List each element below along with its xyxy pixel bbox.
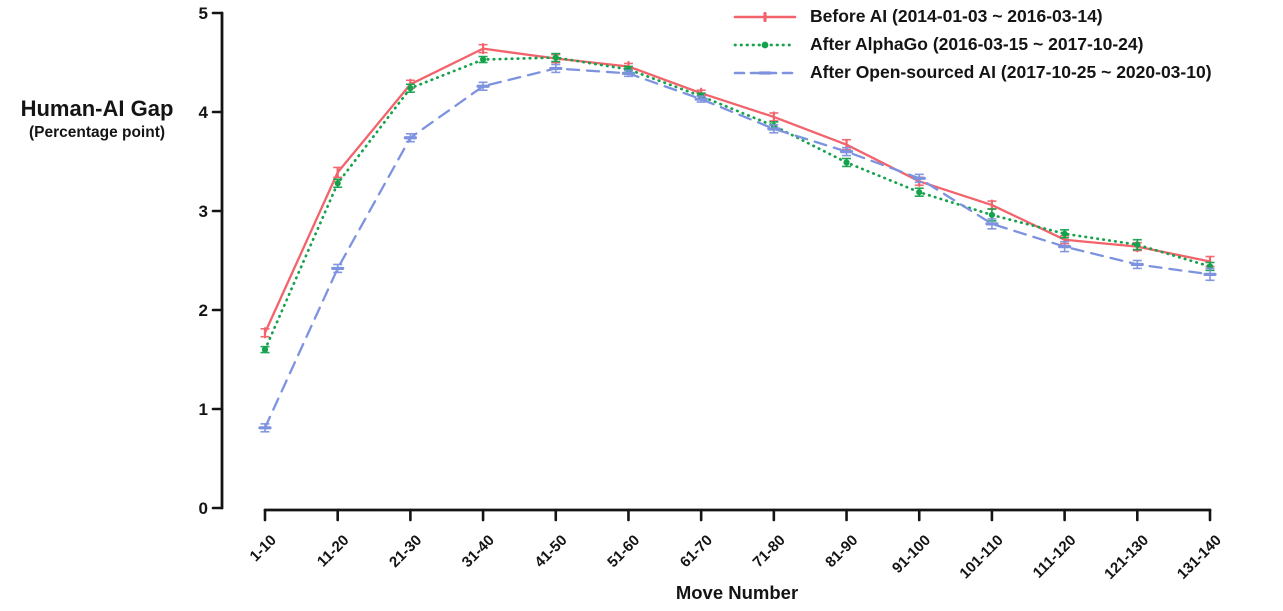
legend-item-before-ai: Before AI (2014-01-03 ~ 2016-03-14) [733,5,1212,28]
x-tick-label: 1-10 [247,532,280,565]
y-tick-label: 3 [199,202,208,221]
legend-label-after-alphago: After AlphaGo (2016-03-15 ~ 2017-10-24) [810,34,1144,54]
legend-label-before-ai: Before AI (2014-01-03 ~ 2016-03-14) [810,6,1103,26]
y-tick-label: 5 [199,4,208,23]
y-tick-label: 4 [199,103,209,122]
legend-item-after-opensourced: After Open-sourced AI (2017-10-25 ~ 2020… [733,61,1212,84]
data-point [334,180,341,187]
x-tick-label: 31-40 [459,532,498,571]
x-tick-label: 131-140 [1174,532,1225,583]
y-tick-label: 1 [199,400,208,419]
x-tick-label: 81-90 [822,532,861,571]
legend-label-after-opensourced: After Open-sourced AI (2017-10-25 ~ 2020… [810,62,1212,82]
x-tick-label: 51-60 [604,532,643,571]
x-tick-label: 121-130 [1101,532,1152,583]
x-tick-label: 91-100 [889,532,934,577]
x-axis-title: Move Number [675,582,799,603]
data-point [407,85,414,92]
y-axis-title-sub: (Percentage point) [28,123,166,141]
x-tick-label: 111-120 [1030,532,1080,582]
series-1 [260,52,1215,354]
x-axis: 1-10 11-20 21-30 31-40 41-50 51-60 61-70 71-80 8… [247,508,1225,583]
legend: Before AI (2014-01-03 ~ 2016-03-14) Afte… [733,5,1212,84]
x-tick-label: 61-70 [677,532,716,571]
x-tick-label: 21-30 [386,532,425,571]
data-point [479,56,487,63]
data-point [552,54,559,61]
x-tick-label: 71-80 [750,532,789,571]
data-point [1134,241,1141,248]
data-point [916,189,923,196]
data-point [988,211,996,219]
legend-key-line-after-alphago [733,41,797,48]
series-0 [260,43,1215,339]
series-2 [258,63,1217,433]
data-point [1061,230,1068,237]
y-axis-title: Human-AI Gap (Percentage point) [2,95,192,142]
y-axis: 0 1 2 3 4 5 [199,4,224,518]
data-point [843,159,850,166]
data-point [261,346,269,353]
x-tick-label: 41-50 [531,532,570,571]
legend-key-line-after-opensourced [733,70,797,75]
y-axis-title-main: Human-AI Gap [20,96,174,121]
legend-key-line-before-ai [733,11,797,22]
x-tick-label: 11-20 [314,532,353,571]
x-tick-label: 101-110 [956,532,1006,582]
y-tick-label: 2 [199,301,208,320]
y-tick-label: 0 [199,499,208,518]
legend-item-after-alphago: After AlphaGo (2016-03-15 ~ 2017-10-24) [733,33,1212,56]
